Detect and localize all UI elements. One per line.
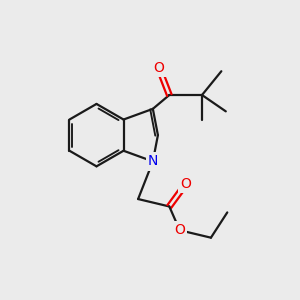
Text: O: O [154, 61, 164, 75]
Text: O: O [180, 177, 191, 191]
Text: N: N [148, 154, 158, 168]
Text: O: O [174, 223, 185, 237]
